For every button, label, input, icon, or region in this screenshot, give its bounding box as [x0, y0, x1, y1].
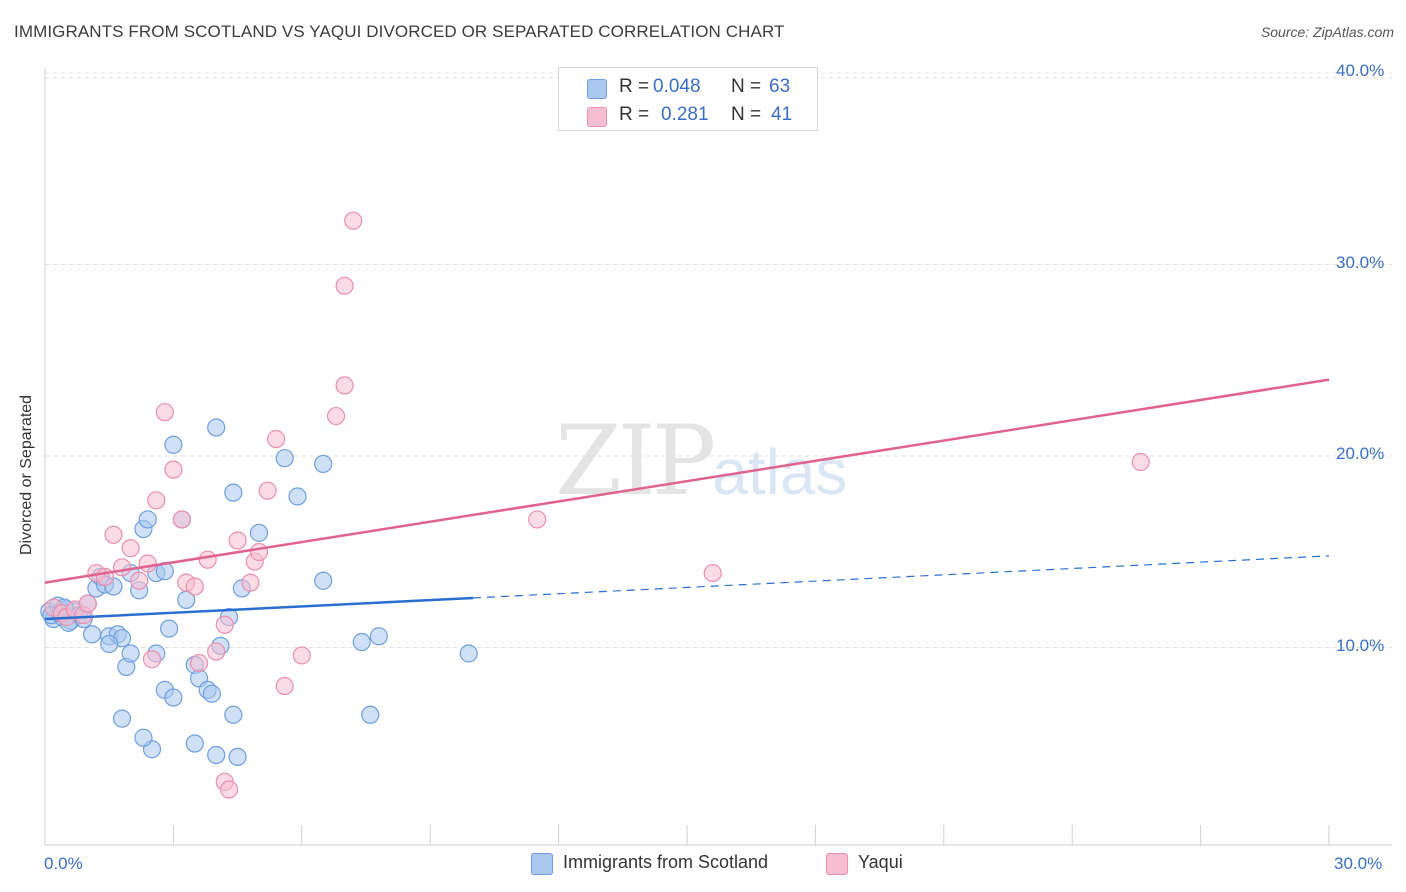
point-yaqui — [335, 376, 354, 395]
source-credit: Source: ZipAtlas.com — [1260, 24, 1394, 40]
n-label: N = — [731, 104, 762, 125]
y-tick-label: 20.0% — [1336, 444, 1385, 463]
point-yaqui — [207, 642, 226, 661]
point-scotland — [361, 705, 380, 724]
point-scotland — [249, 523, 269, 542]
point-scotland — [275, 449, 294, 468]
point-scotland — [138, 510, 157, 529]
point-yaqui — [275, 676, 294, 696]
point-scotland — [352, 632, 371, 652]
point-yaqui — [258, 481, 277, 500]
watermark-atlas: atlas — [712, 436, 848, 508]
series-legend: Immigrants from Scotland Yaqui — [0, 852, 1406, 878]
legend-label-yaqui: Yaqui — [858, 852, 903, 872]
x-axis-min-label: 0.0% — [44, 854, 83, 873]
point-yaqui — [121, 539, 140, 558]
point-yaqui — [78, 594, 97, 613]
chart-title: IMMIGRANTS FROM SCOTLAND VS YAQUI DIVORC… — [14, 22, 785, 41]
point-scotland — [459, 644, 478, 663]
point-scotland — [82, 625, 102, 644]
trend-line-scotland-extrapolated — [472, 555, 1330, 599]
point-scotland — [202, 684, 222, 703]
point-yaqui — [215, 615, 234, 634]
legend-row-scotland: R = 0.048 N = 63 — [559, 73, 817, 101]
r-value: 0.281 — [661, 104, 709, 125]
point-yaqui — [241, 573, 260, 592]
y-axis-title: Divorced or Separated — [18, 394, 35, 555]
point-scotland — [100, 634, 119, 654]
point-scotland — [160, 619, 179, 638]
y-tick-label: 40.0% — [1336, 61, 1385, 80]
point-scotland — [369, 627, 388, 646]
point-yaqui — [335, 276, 354, 295]
point-scotland — [288, 487, 307, 506]
swatch-blue-icon — [531, 853, 553, 875]
point-yaqui — [147, 491, 166, 510]
point-yaqui — [142, 650, 162, 669]
point-scotland — [224, 705, 243, 724]
point-yaqui — [164, 460, 183, 479]
point-yaqui — [104, 525, 123, 544]
point-scotland — [224, 483, 243, 502]
point-yaqui — [198, 550, 217, 569]
point-scotland — [164, 688, 183, 707]
point-yaqui — [95, 567, 115, 587]
trend-line-yaqui — [44, 378, 1330, 584]
point-scotland — [112, 709, 132, 728]
legend-label-scotland: Immigrants from Scotland — [563, 852, 769, 872]
point-yaqui — [172, 510, 192, 529]
r-value: 0.048 — [653, 76, 701, 97]
series-scotland-points — [40, 418, 478, 767]
point-yaqui — [130, 571, 149, 590]
trend-lines — [44, 378, 1330, 621]
point-yaqui — [703, 563, 722, 583]
point-scotland — [121, 644, 140, 663]
point-scotland — [207, 745, 226, 765]
point-scotland — [164, 435, 183, 454]
swatch-pink-icon — [587, 107, 607, 127]
legend-row-yaqui: R = 0.281 N = 41 — [559, 101, 817, 129]
point-yaqui — [326, 406, 346, 426]
trend-line-scotland — [44, 596, 474, 621]
point-yaqui — [228, 531, 247, 550]
point-scotland — [314, 454, 333, 474]
series-yaqui-points — [44, 211, 1150, 799]
point-yaqui — [249, 542, 269, 562]
point-yaqui — [219, 780, 239, 799]
point-yaqui — [189, 653, 209, 673]
swatch-pink-icon — [826, 853, 848, 875]
point-yaqui — [292, 646, 311, 665]
point-scotland — [207, 418, 226, 437]
point-yaqui — [138, 554, 157, 573]
point-yaqui — [185, 577, 204, 596]
point-yaqui — [112, 558, 132, 577]
point-yaqui — [267, 429, 286, 449]
n-value: 63 — [769, 76, 791, 97]
y-tick-label: 10.0% — [1336, 635, 1385, 655]
point-yaqui — [528, 510, 547, 529]
point-yaqui — [344, 211, 363, 230]
y-tick-label: 30.0% — [1336, 252, 1385, 272]
point-scotland — [185, 734, 204, 753]
point-scotland — [314, 571, 333, 590]
r-label: R = — [619, 76, 650, 97]
n-value: 41 — [771, 104, 793, 125]
correlation-legend: R = 0.048 N = 63 R = 0.281 N = 41 — [558, 67, 818, 131]
point-scotland — [228, 747, 247, 767]
r-label: R = — [619, 104, 650, 125]
point-scotland — [134, 728, 153, 747]
point-yaqui — [155, 403, 174, 422]
x-axis-max-label: 30.0% — [1334, 854, 1383, 873]
point-yaqui — [1131, 452, 1150, 472]
swatch-blue-icon — [587, 79, 607, 99]
axes — [44, 68, 1392, 846]
n-label: N = — [731, 76, 762, 97]
